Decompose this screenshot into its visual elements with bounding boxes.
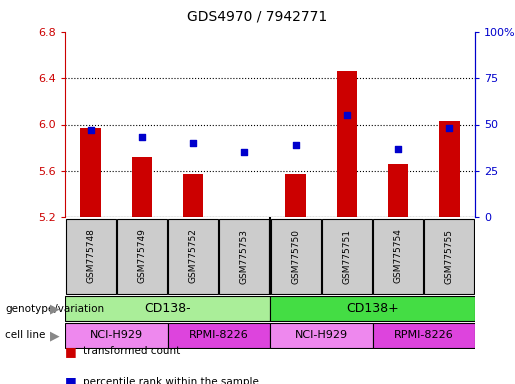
Bar: [132, 157, 152, 217]
Text: ■: ■: [65, 345, 77, 358]
FancyBboxPatch shape: [117, 218, 167, 294]
FancyBboxPatch shape: [219, 218, 269, 294]
Text: ▶: ▶: [50, 329, 60, 342]
Bar: [388, 164, 408, 217]
Point: [291, 142, 300, 148]
FancyBboxPatch shape: [167, 323, 270, 348]
Bar: [183, 174, 203, 217]
FancyBboxPatch shape: [65, 296, 270, 321]
FancyBboxPatch shape: [373, 218, 423, 294]
Text: GSM775752: GSM775752: [188, 228, 198, 283]
Text: GSM775750: GSM775750: [291, 228, 300, 283]
Text: GDS4970 / 7942771: GDS4970 / 7942771: [187, 10, 328, 24]
Text: NCI-H929: NCI-H929: [295, 331, 348, 341]
Point: [394, 146, 402, 152]
Bar: [80, 128, 101, 217]
Point: [343, 112, 351, 118]
Text: GSM775754: GSM775754: [393, 228, 403, 283]
Text: cell line: cell line: [5, 331, 45, 341]
Text: ▶: ▶: [50, 302, 60, 315]
FancyBboxPatch shape: [65, 323, 167, 348]
FancyBboxPatch shape: [168, 218, 218, 294]
FancyBboxPatch shape: [270, 323, 372, 348]
Point: [445, 125, 454, 131]
Text: NCI-H929: NCI-H929: [90, 331, 143, 341]
FancyBboxPatch shape: [270, 218, 321, 294]
Bar: [337, 71, 357, 217]
Text: transformed count: transformed count: [83, 346, 180, 356]
Point: [138, 134, 146, 141]
Text: CD138+: CD138+: [346, 302, 399, 315]
Text: GSM775755: GSM775755: [445, 228, 454, 283]
FancyBboxPatch shape: [372, 323, 475, 348]
Text: CD138-: CD138-: [144, 302, 191, 315]
Text: RPMI-8226: RPMI-8226: [394, 331, 454, 341]
FancyBboxPatch shape: [424, 218, 474, 294]
Text: GSM775753: GSM775753: [240, 228, 249, 283]
Text: RPMI-8226: RPMI-8226: [189, 331, 249, 341]
FancyBboxPatch shape: [270, 296, 475, 321]
Text: GSM775751: GSM775751: [342, 228, 351, 283]
Text: GSM775749: GSM775749: [138, 228, 146, 283]
Text: ■: ■: [65, 376, 77, 384]
Text: GSM775748: GSM775748: [86, 228, 95, 283]
Bar: [285, 174, 306, 217]
Text: percentile rank within the sample: percentile rank within the sample: [83, 377, 259, 384]
Text: genotype/variation: genotype/variation: [5, 303, 104, 313]
Point: [241, 149, 249, 155]
Point: [189, 140, 197, 146]
FancyBboxPatch shape: [65, 218, 116, 294]
FancyBboxPatch shape: [322, 218, 372, 294]
Point: [87, 127, 95, 133]
Bar: [439, 121, 459, 217]
